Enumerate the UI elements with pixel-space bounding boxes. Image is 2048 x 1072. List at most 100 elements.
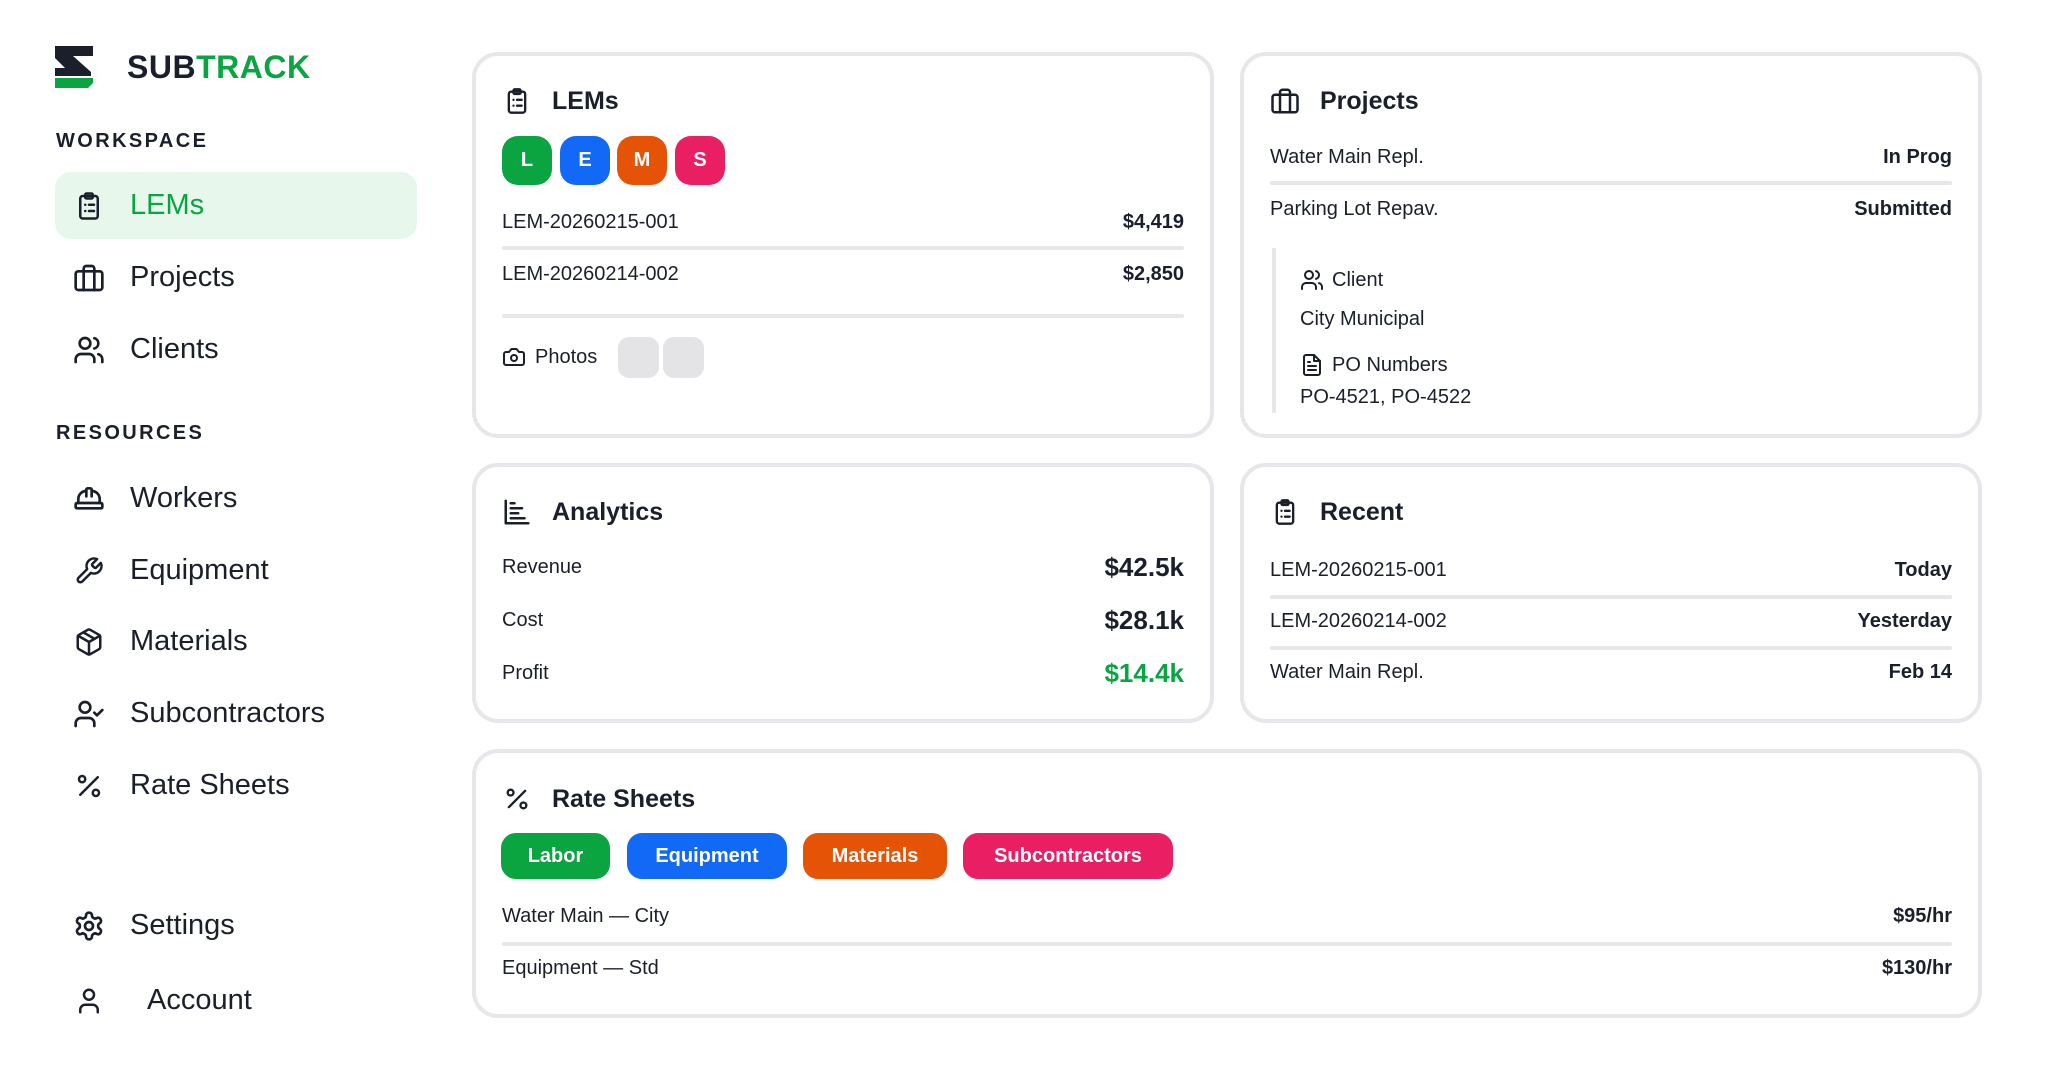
rate-category-materials[interactable]: Materials [803,833,947,879]
sidebar-item-label: Clients [130,333,219,365]
metric-label: Cost [502,609,544,631]
photo-thumbnail[interactable] [618,337,659,378]
project-status: Submitted [1854,198,1952,220]
metric-cost: Cost $28.1k [502,605,1184,636]
project-name: Parking Lot Repav. [1270,198,1439,220]
projects-card[interactable]: Projects Water Main Repl. In Prog Parkin… [1240,52,1982,438]
lem-row[interactable]: LEM-20260214-002 $2,850 [502,263,1184,286]
clipboard-list-icon [1270,497,1300,527]
sidebar-item-rate-sheets[interactable]: Rate Sheets [55,752,417,819]
lem-amount: $4,419 [1122,211,1184,233]
sidebar-item-projects[interactable]: Projects [55,244,417,311]
project-status: In Prog [1883,146,1952,168]
sidebar-item-label: Subcontractors [130,697,326,729]
po-label-row: PO Numbers [1300,353,1448,377]
card-header: Recent [1270,497,1403,527]
rate-category-labor[interactable]: Labor [501,833,610,879]
client-value: City Municipal [1300,308,1425,330]
analytics-card[interactable]: Analytics Revenue $42.5k Cost $28.1k Pro… [472,463,1214,723]
sidebar-item-equipment[interactable]: Equipment [55,537,417,604]
sidebar-item-label: Equipment [130,554,269,586]
rate-row[interactable]: Water Main — City $95/hr [502,905,1952,928]
brand-name: SUBTRACK [127,51,311,83]
subcontractors-chip[interactable]: S [675,136,725,185]
user-icon [72,984,106,1018]
sidebar-item-materials[interactable]: Materials [55,608,417,675]
rate-category-equipment[interactable]: Equipment [627,833,787,879]
percent-icon [72,769,106,803]
users-icon [1301,270,1323,290]
divider [502,942,1952,946]
card-header: Rate Sheets [502,784,695,814]
metric-value: $28.1k [1104,605,1184,635]
card-header: Analytics [502,497,663,527]
hard-hat-icon [72,482,106,516]
bar-chart-icon [502,497,532,527]
divider [502,246,1184,250]
lem-id: LEM-20260215-001 [502,211,679,233]
rate-row[interactable]: Equipment — Std $130/hr [502,957,1952,980]
sidebar-item-settings[interactable]: Settings [55,892,417,959]
labor-chip[interactable]: L [502,136,552,185]
project-name: Water Main Repl. [1270,146,1424,168]
metric-profit: Profit $14.4k [502,658,1184,689]
rate-value: $95/hr [1893,905,1952,927]
card-header: Projects [1270,86,1419,116]
sidebar-item-account[interactable]: Account [55,967,417,1034]
card-title: Rate Sheets [552,784,696,813]
rate-sheets-card[interactable]: Rate Sheets Labor Equipment Materials Su… [472,749,1982,1018]
briefcase-icon [1270,86,1300,116]
sidebar-item-label: Workers [130,482,238,514]
metric-label: Revenue [502,556,583,578]
recent-row[interactable]: LEM-20260214-002 Yesterday [1270,610,1952,633]
metric-revenue: Revenue $42.5k [502,552,1184,583]
users-icon [72,333,106,367]
percent-icon [502,784,532,814]
recent-name: Water Main Repl. [1270,661,1424,683]
rate-name: Water Main — City [502,905,670,927]
project-detail-panel: Client City Municipal PO Numbers PO-4521… [1272,248,1672,413]
package-icon [72,625,106,659]
card-title: Recent [1320,497,1404,526]
recent-row[interactable]: Water Main Repl. Feb 14 [1270,661,1952,684]
rate-category-subcontractors[interactable]: Subcontractors [963,833,1173,879]
card-header: LEMs [502,86,619,116]
lem-amount: $2,850 [1122,263,1184,285]
photos-label: Photos [535,345,598,368]
lem-row[interactable]: LEM-20260215-001 $4,419 [502,211,1184,234]
briefcase-icon [72,261,106,295]
rate-name: Equipment — Std [502,957,659,979]
metric-label: Profit [502,662,549,684]
sidebar-item-workers[interactable]: Workers [55,465,417,532]
recent-card[interactable]: Recent LEM-20260215-001 Today LEM-202602… [1240,463,1982,723]
project-row[interactable]: Water Main Repl. In Prog [1270,146,1952,169]
wrench-icon [72,554,106,588]
brand-name-track: TRACK [196,49,311,85]
sidebar-item-label: LEMs [130,189,205,221]
sidebar-item-clients[interactable]: Clients [55,316,417,383]
equipment-chip[interactable]: E [560,136,610,185]
card-title: Projects [1320,86,1419,115]
sidebar-item-label: Materials [130,625,248,657]
lem-id: LEM-20260214-002 [502,263,679,285]
sidebar-item-label: Settings [130,909,235,941]
divider [1270,181,1952,185]
sidebar-item-subcontractors[interactable]: Subcontractors [55,680,417,747]
project-row[interactable]: Parking Lot Repav. Submitted [1270,198,1952,221]
recent-row[interactable]: LEM-20260215-001 Today [1270,559,1952,582]
po-value: PO-4521, PO-4522 [1300,386,1472,408]
subtrack-logo-icon [55,46,93,88]
sidebar-item-label: Projects [130,261,235,293]
sidebar-item-lems[interactable]: LEMs [55,172,417,239]
photos-label-group: Photos [502,345,597,369]
recent-time: Feb 14 [1888,661,1952,683]
photo-thumbnail[interactable] [663,337,704,378]
brand[interactable]: SUBTRACK [55,46,311,88]
client-label-row: Client [1300,268,1383,292]
divider [1270,595,1952,599]
clipboard-list-icon [72,189,106,223]
resources-section-label: RESOURCES [56,422,205,444]
materials-chip[interactable]: M [617,136,667,185]
lems-card[interactable]: LEMs L E M S LEM-20260215-001 $4,419 LEM… [472,52,1214,438]
recent-time: Yesterday [1857,610,1952,632]
